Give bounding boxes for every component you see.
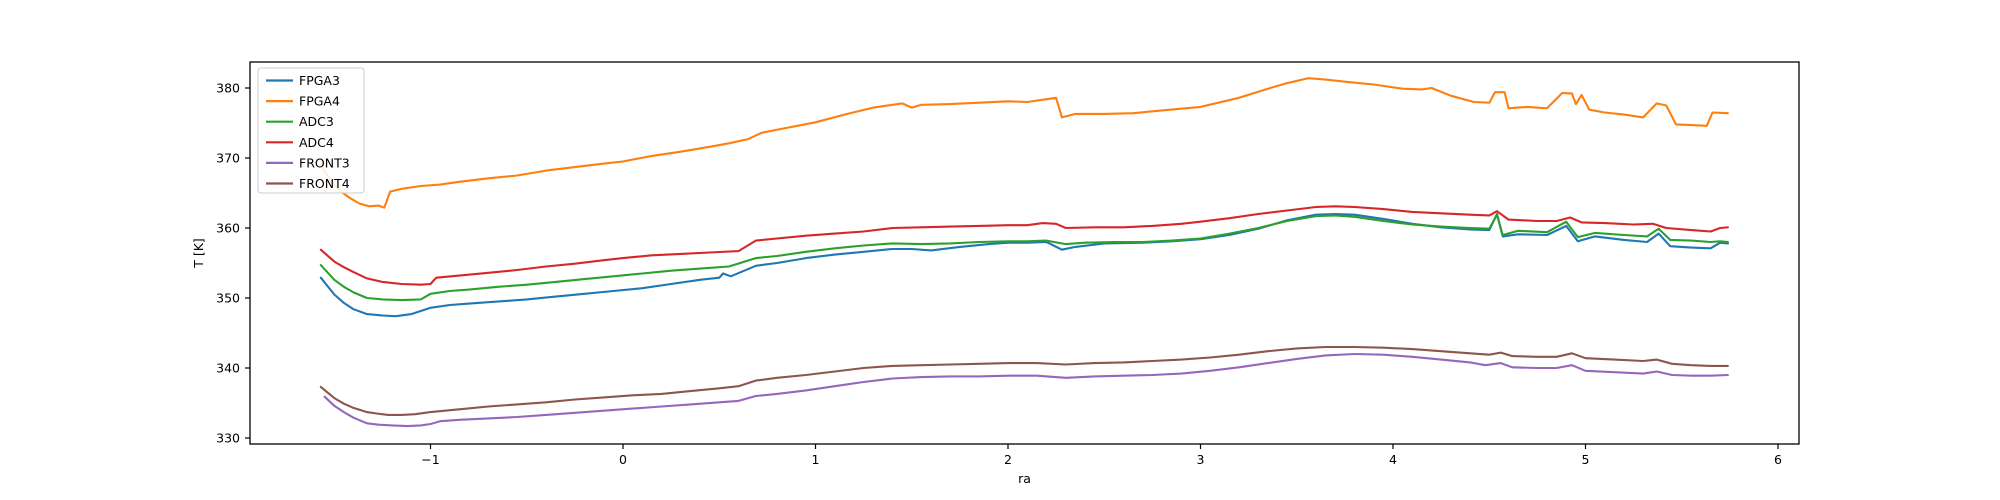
- x-tick-label: 5: [1582, 452, 1590, 467]
- series-line-ADC4: [319, 205, 1729, 286]
- x-tick-label: 6: [1774, 452, 1782, 467]
- x-axis-label: ra: [1018, 471, 1031, 486]
- legend-box: [257, 67, 365, 194]
- series-line-FPGA3: [319, 212, 1729, 318]
- x-tick-label: 1: [812, 452, 820, 467]
- legend-label-FRONT3: FRONT3: [299, 155, 350, 170]
- y-tick-label: 350: [216, 290, 240, 305]
- y-tick-label: 380: [216, 80, 240, 95]
- x-tick-label: 3: [1197, 452, 1205, 467]
- legend-label-FPGA4: FPGA4: [299, 94, 340, 109]
- y-tick-label: 330: [216, 431, 240, 446]
- series-line-ADC3: [319, 213, 1729, 302]
- legend-label-ADC3: ADC3: [299, 114, 334, 129]
- x-tick-label: 2: [1004, 452, 1012, 467]
- x-tick-label: 4: [1389, 452, 1397, 467]
- legend-label-ADC4: ADC4: [299, 135, 334, 150]
- legend-label-FPGA3: FPGA3: [299, 73, 340, 88]
- x-tick-label: 0: [619, 452, 627, 467]
- legend-label-FRONT4: FRONT4: [299, 176, 350, 191]
- x-tick-label: −1: [421, 452, 439, 467]
- series-line-FRONT4: [319, 345, 1729, 416]
- y-tick-label: 340: [216, 361, 240, 376]
- y-tick-label: 360: [216, 220, 240, 235]
- series-line-FRONT3: [323, 352, 1729, 428]
- y-axis-label: T [K]: [191, 238, 206, 269]
- plot-frame: [249, 61, 1800, 445]
- series-line-FPGA4: [319, 77, 1729, 209]
- y-tick-label: 370: [216, 150, 240, 165]
